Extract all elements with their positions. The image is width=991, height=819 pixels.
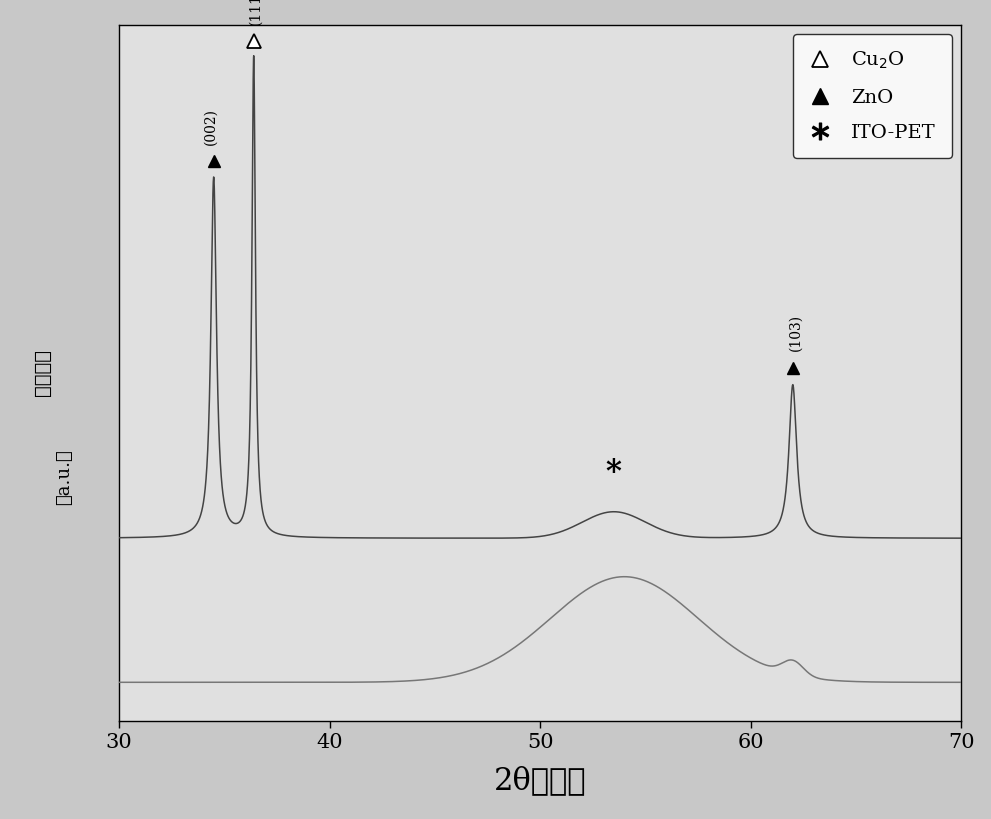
Text: （a.u.）: （a.u.） <box>55 449 73 505</box>
Text: (103): (103) <box>788 314 803 351</box>
Text: (111): (111) <box>249 0 263 25</box>
Text: *: * <box>606 457 621 488</box>
X-axis label: 2θ（度）: 2θ（度） <box>494 766 587 796</box>
Text: (002): (002) <box>203 107 218 145</box>
Text: 相对强度: 相对强度 <box>34 349 53 396</box>
Legend: Cu$_2$O, ZnO, ITO-PET: Cu$_2$O, ZnO, ITO-PET <box>793 34 951 158</box>
